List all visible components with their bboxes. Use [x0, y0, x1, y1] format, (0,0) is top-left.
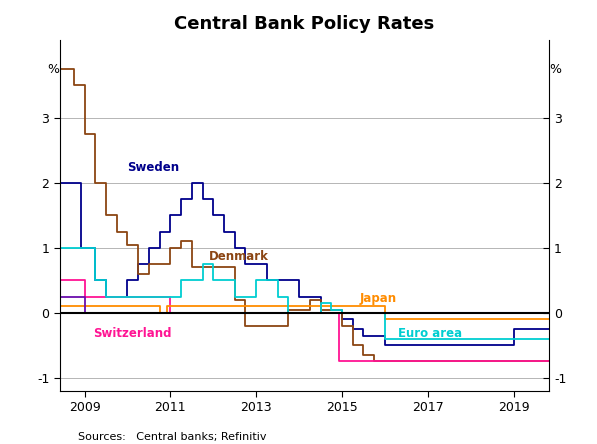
Text: %: %	[549, 63, 561, 75]
Text: Sources:   Central banks; Refinitiv: Sources: Central banks; Refinitiv	[78, 432, 266, 442]
Text: Japan: Japan	[359, 292, 396, 305]
Text: Sweden: Sweden	[128, 161, 180, 174]
Text: Switzerland: Switzerland	[93, 328, 172, 341]
Text: %: %	[48, 63, 60, 75]
Title: Central Bank Policy Rates: Central Bank Policy Rates	[174, 15, 435, 33]
Text: Denmark: Denmark	[209, 250, 269, 262]
Text: Euro area: Euro area	[398, 328, 462, 341]
